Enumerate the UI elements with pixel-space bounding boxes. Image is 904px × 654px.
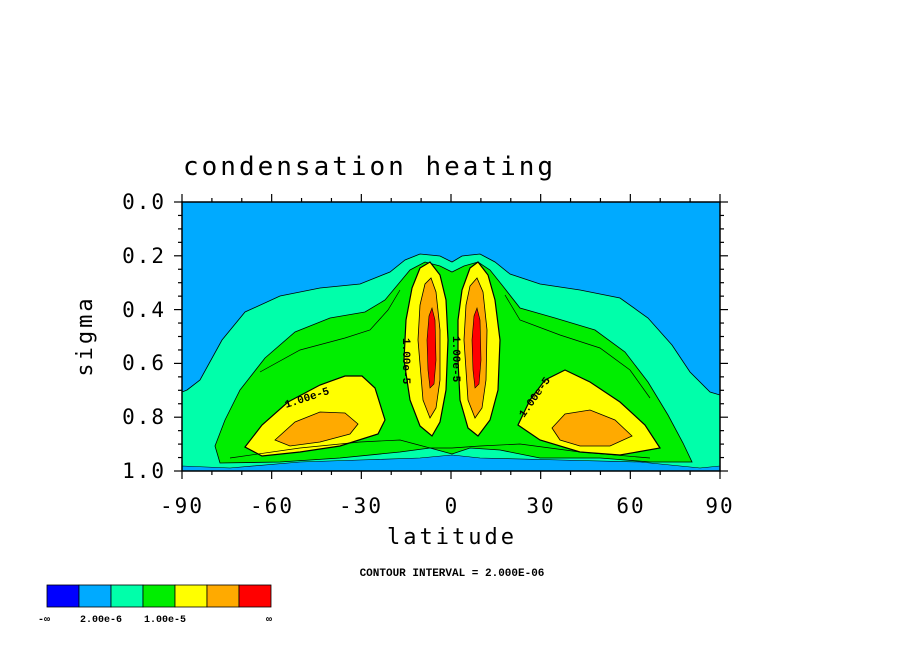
y-tick-label: 0.2 bbox=[122, 244, 166, 268]
colorbar-label: 2.00e-6 bbox=[80, 615, 122, 626]
x-axis-label: latitude bbox=[387, 525, 517, 550]
x-tick-label: 90 bbox=[705, 494, 734, 518]
colorbar-swatch bbox=[206, 584, 240, 608]
x-tick-label: -90 bbox=[160, 494, 204, 518]
x-tick-label: -30 bbox=[339, 494, 383, 518]
field-level-7-center-left bbox=[426, 306, 437, 389]
x-tick-label: 30 bbox=[526, 494, 555, 518]
colorbar-label: 1.00e-5 bbox=[144, 615, 186, 626]
y-tick-label: 1.0 bbox=[122, 459, 166, 483]
axis-ticks bbox=[174, 194, 728, 479]
chart-title: condensation heating bbox=[183, 152, 556, 182]
x-tick-labels: -90 -60 -30 0 30 60 90 bbox=[160, 494, 734, 518]
y-tick-label: 0.0 bbox=[122, 190, 166, 214]
field-surface-band bbox=[182, 454, 720, 471]
field-level-6-left bbox=[274, 411, 359, 447]
contour-label-center-left: 1.00e-5 bbox=[399, 338, 411, 385]
contour-label-center-right: 1.00e-5 bbox=[449, 336, 461, 383]
colorbar-swatch bbox=[78, 584, 112, 608]
colorbar-swatch bbox=[142, 584, 176, 608]
x-tick-label: 0 bbox=[445, 494, 460, 518]
colorbar-swatch bbox=[110, 584, 144, 608]
y-tick-labels: 0.0 0.2 0.4 0.6 0.8 1.0 bbox=[122, 190, 166, 483]
field-level-7-center-right bbox=[471, 306, 482, 389]
contour-field bbox=[182, 202, 720, 471]
colorbar-swatch bbox=[46, 584, 80, 608]
field-level-6-right bbox=[551, 409, 633, 447]
contour-line-1 bbox=[229, 439, 651, 459]
x-tick-label: -60 bbox=[250, 494, 294, 518]
colorbar-label: ∞ bbox=[266, 615, 272, 626]
colorbar bbox=[46, 584, 272, 608]
y-tick-label: 0.4 bbox=[122, 298, 166, 322]
contour-line-2 bbox=[259, 289, 401, 373]
contour-line-3 bbox=[504, 294, 651, 399]
colorbar-swatch bbox=[238, 584, 272, 608]
contour-interval-note: CONTOUR INTERVAL = 2.000E-06 bbox=[360, 568, 545, 580]
colorbar-swatch bbox=[174, 584, 208, 608]
colorbar-label: -∞ bbox=[38, 615, 50, 626]
y-tick-label: 0.6 bbox=[122, 351, 166, 375]
y-axis-label: sigma bbox=[73, 295, 98, 376]
y-tick-label: 0.8 bbox=[122, 405, 166, 429]
x-tick-label: 60 bbox=[616, 494, 645, 518]
